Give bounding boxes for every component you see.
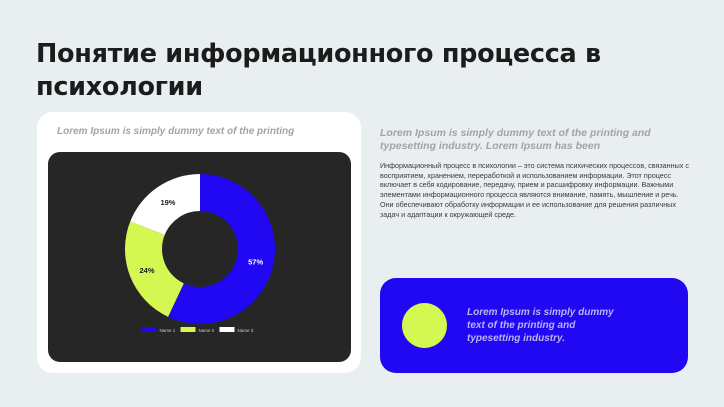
section-heading: Lorem Ipsum is simply dummy text of the … [380, 127, 651, 152]
donut-slice-2 [125, 221, 184, 317]
donut-data-label-1: 57% [248, 257, 263, 266]
legend-swatch-1 [141, 327, 157, 332]
chart-card: Lorem Ipsum is simply dummy text of the … [37, 112, 361, 373]
donut-data-label-3: 19% [160, 198, 175, 207]
section-body-text: Информационный процесс в психологии – эт… [380, 161, 689, 219]
highlight-card-text: Lorem Ipsum is simply dummy text of the … [467, 307, 614, 344]
slide-title: Понятие информационного процесса в психо… [36, 39, 601, 102]
chart-panel: 57% 24% 19% Name 1 Name 2 Name 3 [48, 152, 351, 362]
chart-card-caption: Lorem Ipsum is simply dummy text of the … [57, 126, 295, 137]
highlight-card: Lorem Ipsum is simply dummy text of the … [380, 278, 688, 373]
donut-slice-3 [130, 174, 200, 236]
legend-label-2: Name 2 [199, 328, 215, 333]
donut-chart: 57% 24% 19% Name 1 Name 2 Name 3 [125, 174, 275, 333]
legend-swatch-3 [219, 327, 235, 332]
lime-circle-decoration [402, 303, 447, 348]
donut-slice-1 [168, 174, 275, 324]
legend-swatch-2 [180, 327, 196, 332]
donut-data-label-2: 24% [139, 266, 154, 275]
legend-label-3: Name 3 [238, 328, 254, 333]
legend-label-1: Name 1 [160, 328, 176, 333]
